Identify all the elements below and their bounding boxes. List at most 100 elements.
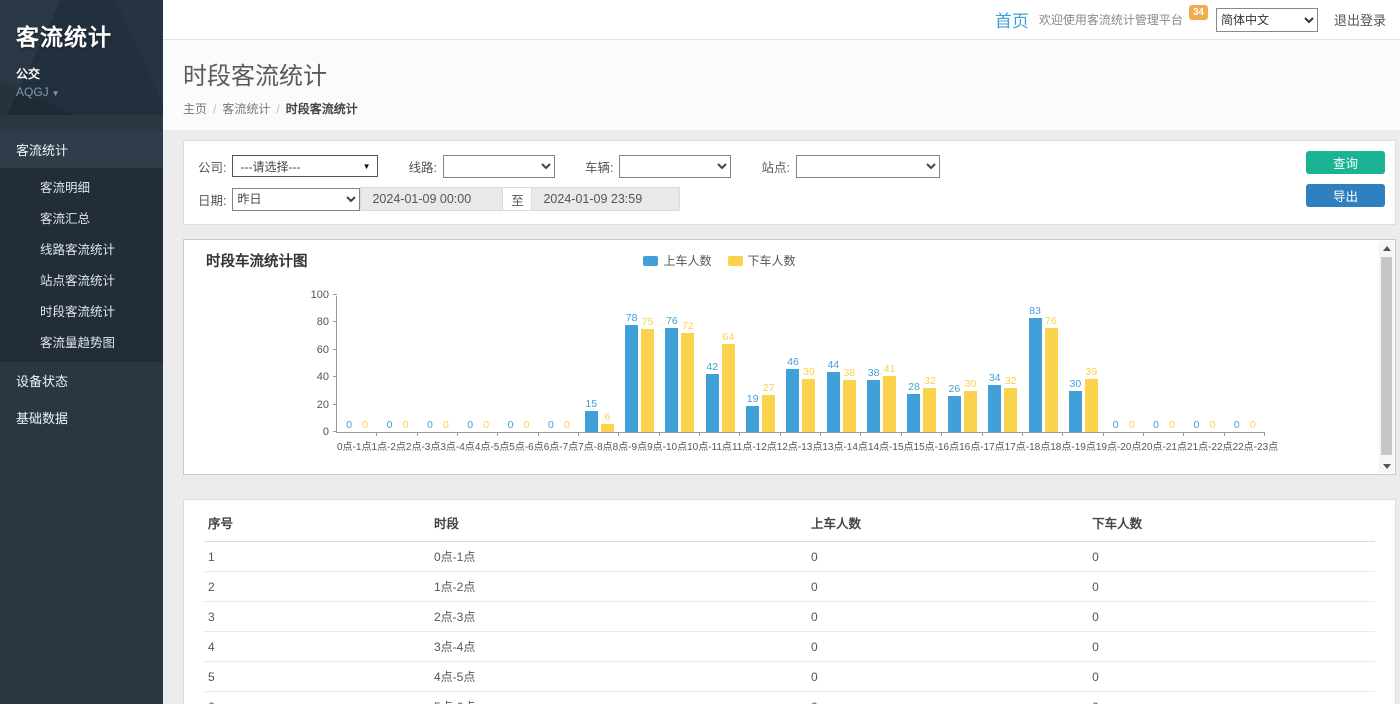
sidebar-subitem[interactable]: 客流汇总 bbox=[0, 202, 163, 233]
bar: 44 bbox=[827, 359, 840, 432]
query-button[interactable]: 查询 bbox=[1306, 151, 1385, 174]
legend-item[interactable]: 上车人数 bbox=[643, 252, 711, 269]
x-axis-tick-label: 21点-22点 bbox=[1187, 438, 1233, 453]
table-row: 21点-2点00 bbox=[204, 572, 1375, 602]
bar-value-label: 0 bbox=[508, 419, 514, 431]
bar: 76 bbox=[1045, 315, 1058, 432]
table-cell: 6 bbox=[204, 692, 430, 704]
sidebar-subitem[interactable]: 线路客流统计 bbox=[0, 233, 163, 264]
y-axis-tick-mark bbox=[333, 404, 337, 405]
scroll-down-arrow[interactable] bbox=[1379, 459, 1394, 473]
bar-value-label: 64 bbox=[722, 331, 734, 343]
sidebar-section-device-status[interactable]: 设备状态 bbox=[0, 362, 163, 399]
bar-rect bbox=[867, 380, 880, 432]
table-cell: 3点-4点 bbox=[430, 632, 807, 662]
bar: 0 bbox=[1246, 419, 1259, 432]
station-select[interactable] bbox=[796, 155, 940, 178]
logout-link[interactable]: 退出登录 bbox=[1334, 10, 1386, 29]
triangle-down-icon bbox=[1383, 464, 1391, 469]
filter-row-1: 公司: ---请选择--- ▼ 线路: 车辆: 站点: bbox=[198, 151, 1285, 181]
content-area: 公司: ---请选择--- ▼ 线路: 车辆: 站点: 日期: 昨日 2024-… bbox=[163, 130, 1400, 704]
x-axis-tick-label: 5点-6点 bbox=[509, 438, 543, 453]
legend-item[interactable]: 下车人数 bbox=[728, 252, 796, 269]
breadcrumb-home[interactable]: 主页 bbox=[183, 102, 207, 116]
x-axis-tick-mark bbox=[417, 432, 418, 436]
x-axis-tick-mark bbox=[578, 432, 579, 436]
sidebar-subitem[interactable]: 客流明细 bbox=[0, 171, 163, 202]
org-selector[interactable]: AQGJ▼ bbox=[16, 85, 147, 99]
bar-group: 3039 bbox=[1063, 366, 1103, 432]
notification-badge[interactable]: 34 bbox=[1189, 5, 1208, 20]
scrollbar-thumb[interactable] bbox=[1381, 257, 1392, 455]
y-axis-tick-label: 40 bbox=[317, 371, 329, 383]
legend-swatch-icon bbox=[728, 256, 743, 266]
breadcrumb-section[interactable]: 客流统计 bbox=[222, 102, 270, 116]
date-label: 日期: bbox=[198, 190, 226, 209]
date-preset-select[interactable]: 昨日 bbox=[232, 188, 360, 211]
sidebar-subitem[interactable]: 客流量趋势图 bbox=[0, 326, 163, 357]
scroll-up-arrow[interactable] bbox=[1379, 241, 1394, 255]
x-axis-tick-mark bbox=[941, 432, 942, 436]
page-heading: 时段客流统计 主页/客流统计/时段客流统计 bbox=[163, 40, 1400, 130]
x-axis-tick-label: 16点-17点 bbox=[959, 438, 1005, 453]
bar: 30 bbox=[1069, 378, 1082, 432]
bar: 6 bbox=[601, 411, 614, 432]
bar-value-label: 15 bbox=[585, 398, 597, 410]
x-axis-tick-label: 11点-12点 bbox=[732, 438, 777, 453]
bar-group: 00 bbox=[337, 419, 377, 432]
language-select[interactable]: 简体中文 bbox=[1216, 8, 1318, 32]
bar-group: 3432 bbox=[983, 372, 1023, 432]
x-axis-tick-mark bbox=[376, 432, 377, 436]
bar-rect bbox=[907, 394, 920, 432]
triangle-up-icon bbox=[1383, 246, 1391, 251]
table-body: 10点-1点0021点-2点0032点-3点0043点-4点0054点-5点00… bbox=[204, 542, 1375, 704]
bar: 46 bbox=[786, 356, 799, 432]
table-cell: 0 bbox=[1088, 542, 1375, 572]
chart-vertical-scrollbar[interactable] bbox=[1379, 241, 1394, 473]
bar-group: 46 39 bbox=[781, 356, 821, 432]
chart-legend: 上车人数下车人数 bbox=[184, 252, 1255, 269]
company-label: 公司: bbox=[198, 157, 226, 176]
bar: 0 bbox=[560, 419, 573, 432]
x-axis-tick-mark bbox=[497, 432, 498, 436]
y-axis-tick-mark bbox=[333, 431, 337, 432]
bar-value-label: 27 bbox=[763, 382, 775, 394]
sidebar-subitem[interactable]: 站点客流统计 bbox=[0, 264, 163, 295]
sidebar-section-base-data[interactable]: 基础数据 bbox=[0, 399, 163, 436]
filter-buttons: 查询 导出 bbox=[1306, 151, 1385, 207]
bar-value-label: 0 bbox=[1234, 419, 1240, 431]
table-row: 43点-4点00 bbox=[204, 632, 1375, 662]
bar: 0 bbox=[1166, 419, 1179, 432]
bar-value-label: 39 bbox=[803, 366, 815, 378]
breadcrumb-current: 时段客流统计 bbox=[286, 102, 358, 116]
line-select[interactable] bbox=[443, 155, 555, 178]
filter-row-2: 日期: 昨日 2024-01-09 00:00 至 2024-01-09 23:… bbox=[198, 184, 1285, 214]
bar: 0 bbox=[399, 419, 412, 432]
bar-rect bbox=[883, 376, 896, 432]
y-axis-tick-mark bbox=[333, 376, 337, 377]
date-from-input[interactable]: 2024-01-09 00:00 bbox=[360, 187, 503, 211]
bar-value-label: 28 bbox=[908, 381, 920, 393]
bar: 39 bbox=[802, 366, 815, 432]
bar: 27 bbox=[762, 382, 775, 432]
bar-value-label: 19 bbox=[747, 393, 759, 405]
bar-rect bbox=[641, 329, 654, 432]
bar-value-label: 0 bbox=[564, 419, 570, 431]
table-row: 32点-3点00 bbox=[204, 602, 1375, 632]
x-axis-tick-mark bbox=[860, 432, 861, 436]
company-select[interactable]: ---请选择--- ▼ bbox=[232, 155, 378, 177]
home-link[interactable]: 首页 bbox=[995, 7, 1029, 32]
date-to-input[interactable]: 2024-01-09 23:59 bbox=[531, 187, 680, 211]
bar-group: 00 bbox=[1104, 419, 1144, 432]
bar-value-label: 72 bbox=[682, 320, 694, 332]
bar-value-label: 0 bbox=[467, 419, 473, 431]
vehicle-select[interactable] bbox=[619, 155, 731, 178]
x-axis-tick-mark bbox=[538, 432, 539, 436]
x-axis-tick-label: 6点-7点 bbox=[544, 438, 578, 453]
sidebar-section-passenger-stats[interactable]: 客流统计 bbox=[0, 131, 163, 168]
export-button[interactable]: 导出 bbox=[1306, 184, 1385, 207]
sidebar-subitem[interactable]: 时段客流统计 bbox=[0, 295, 163, 326]
bar-group: 00 bbox=[458, 419, 498, 432]
bar-value-label: 0 bbox=[1250, 419, 1256, 431]
table-cell: 1 bbox=[204, 542, 430, 572]
